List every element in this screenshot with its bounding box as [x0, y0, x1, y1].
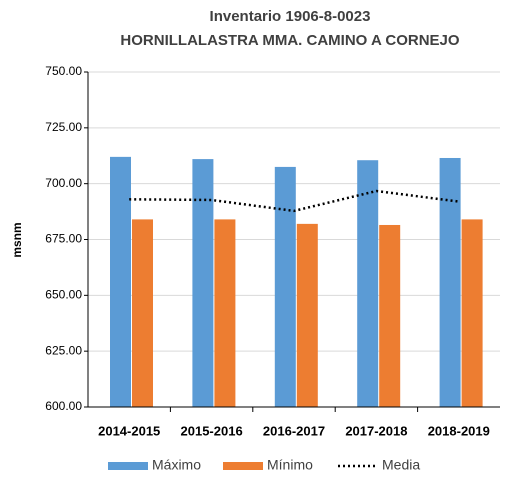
- x-tick-label: 2014-2015: [98, 423, 160, 438]
- bar: [439, 157, 461, 407]
- bar: [461, 219, 483, 407]
- legend-swatch: [108, 462, 148, 470]
- legend-label: Máximo: [152, 457, 201, 473]
- bar: [192, 159, 214, 407]
- y-tick-label: 675.00: [45, 232, 82, 246]
- legend-swatch: [223, 462, 263, 470]
- x-tick-label: 2016-2017: [263, 423, 325, 438]
- y-tick-label: 650.00: [45, 288, 82, 302]
- x-tick-label: 2015-2016: [181, 423, 243, 438]
- bar: [379, 224, 401, 407]
- y-tick-label: 725.00: [45, 120, 82, 134]
- bar: [357, 160, 379, 407]
- chart-title: Inventario 1906-8-0023: [210, 8, 371, 25]
- y-axis-label: msnm: [10, 222, 24, 257]
- y-tick-label: 700.00: [45, 176, 82, 190]
- legend-label: Mínimo: [267, 457, 313, 473]
- bar: [110, 156, 131, 407]
- bar: [132, 219, 153, 407]
- legend-label: Media: [382, 457, 420, 473]
- y-tick-label: 750.00: [45, 64, 82, 78]
- y-tick-label: 600.00: [45, 399, 82, 413]
- line-series: [129, 189, 459, 213]
- bar: [214, 219, 236, 407]
- chart-title: HORNILLALASTRA MMA. CAMINO A CORNEJO: [120, 32, 459, 49]
- x-tick-label: 2017-2018: [345, 423, 407, 438]
- y-tick-label: 625.00: [45, 343, 82, 357]
- x-tick-label: 2018-2019: [428, 423, 490, 438]
- bar: [296, 223, 318, 407]
- bar: [274, 166, 296, 407]
